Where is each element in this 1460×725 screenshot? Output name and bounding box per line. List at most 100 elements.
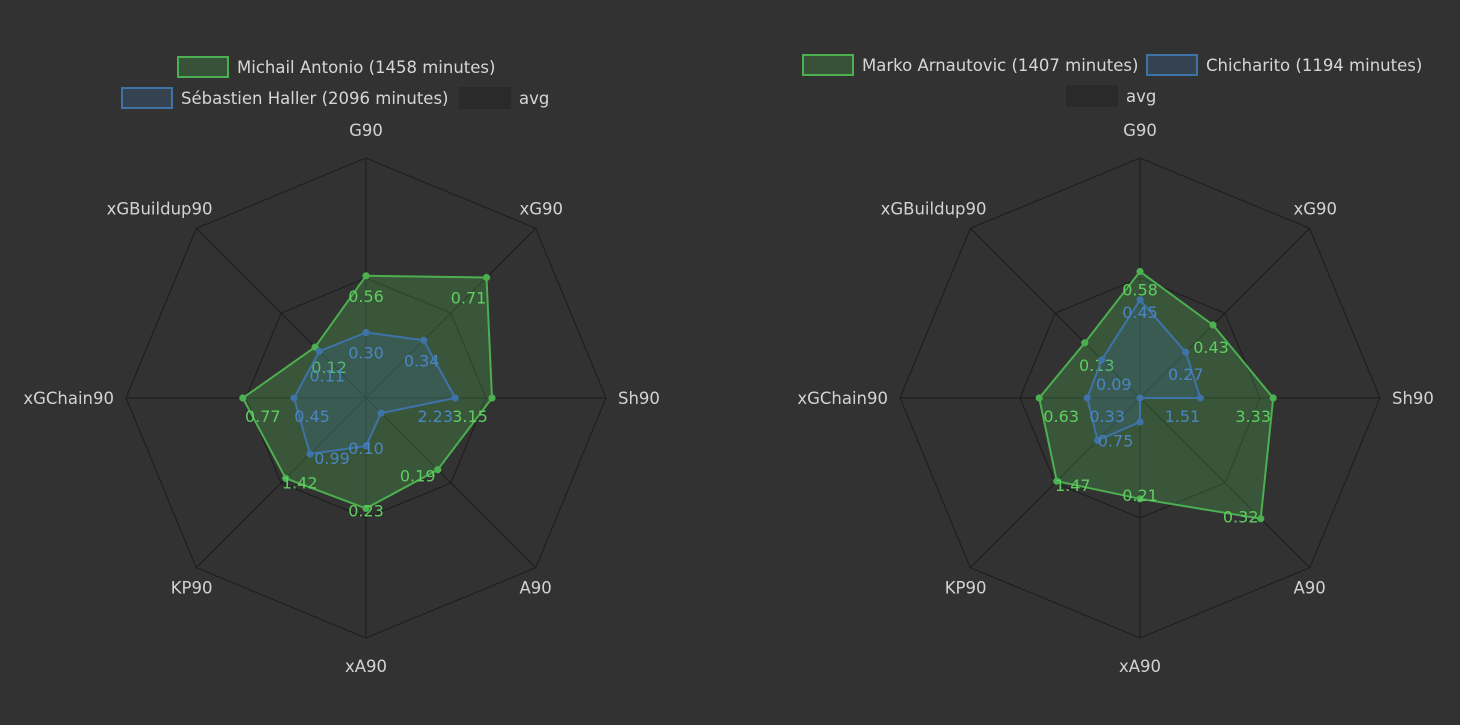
data-point (377, 409, 385, 417)
axis-label-xa90: xA90 (345, 657, 387, 676)
axis-labels: G90 xG90 Sh90 A90 xA90 KP90 xGChain90 xGBuildup… (797, 121, 1434, 676)
data-label: 1.42 (282, 473, 318, 492)
data-label: 0.23 (348, 501, 384, 520)
data-label: 0.09 (1096, 375, 1132, 394)
data-label: 0.63 (1043, 407, 1079, 426)
data-point (451, 394, 459, 402)
legend-swatch (1066, 85, 1118, 107)
legend-item-blue: Chicharito (1194 minutes) (1146, 54, 1422, 76)
data-point (315, 347, 323, 355)
data-point (1269, 394, 1277, 402)
data-label: 2.23 (417, 407, 453, 426)
data-point (1136, 495, 1144, 503)
legend-label: avg (519, 89, 549, 108)
grid-spoke (365, 397, 537, 569)
legend-item-avg: avg (459, 87, 549, 109)
data-label: 0.21 (1122, 486, 1158, 505)
legend-item-green: Michail Antonio (1458 minutes) (177, 56, 495, 78)
legend-swatch (121, 87, 173, 109)
data-point (482, 273, 491, 282)
axis-label-kp90: KP90 (945, 579, 987, 598)
data-label: 0.10 (348, 439, 384, 458)
legend-label: Chicharito (1194 minutes) (1206, 56, 1422, 75)
data-label: 0.43 (1193, 338, 1229, 357)
radar-chart-1: Michail Antonio (1458 minutes) Sébastien … (23, 56, 660, 676)
axis-label-xgbuildup90: xGBuildup90 (881, 200, 987, 219)
data-point (306, 450, 314, 458)
axis-label-g90: G90 (349, 121, 383, 140)
data-label: 3.15 (452, 407, 488, 426)
grid-spoke (969, 227, 1141, 399)
data-label: 0.45 (1122, 303, 1158, 322)
data-point (1053, 477, 1061, 485)
series-blue: 0.45 0.27 1.51 0.75 0.33 0.09 (1083, 296, 1204, 450)
data-point (282, 474, 290, 482)
data-point (1136, 267, 1144, 276)
data-point (1136, 296, 1144, 304)
axis-label-xg90: xG90 (1294, 200, 1338, 219)
radar-chart-2: Marko Arnautovic (1407 minutes) Chicharit… (797, 54, 1434, 676)
data-point (488, 394, 496, 402)
data-point (1083, 394, 1091, 402)
axis-label-sh90: Sh90 (618, 389, 660, 408)
axis-label-g90: G90 (1123, 121, 1157, 140)
data-point (1196, 394, 1204, 402)
data-label: 0.45 (294, 407, 330, 426)
axis-label-xgchain90: xGChain90 (797, 389, 888, 408)
legend-swatch (802, 54, 854, 76)
grid-spoke (195, 227, 367, 399)
data-label: 0.19 (400, 467, 436, 486)
legend-item-avg: avg (1066, 85, 1156, 107)
axis-label-a90: A90 (520, 579, 552, 598)
data-label: 0.32 (1223, 508, 1259, 527)
data-label: 0.33 (1089, 407, 1125, 426)
legend-label: Marko Arnautovic (1407 minutes) (862, 56, 1138, 75)
data-label: 0.13 (1079, 356, 1115, 375)
series-green: 0.56 0.71 3.15 0.19 0.23 1.42 0.77 0.12 (239, 272, 496, 520)
data-point (1094, 436, 1102, 444)
data-point (1081, 339, 1089, 347)
legend-label: Sébastien Haller (2096 minutes) (181, 89, 448, 108)
data-label: 0.58 (1122, 281, 1158, 300)
data-label: 0.56 (348, 287, 384, 306)
data-point (362, 504, 370, 512)
data-point (362, 442, 370, 450)
data-label: 0.75 (1098, 431, 1134, 450)
legend-label: avg (1126, 87, 1156, 106)
data-point (420, 336, 428, 344)
grid-spoke (195, 397, 367, 569)
series-green: 0.58 0.43 3.33 0.32 0.21 1.47 0.63 0.13 (1035, 267, 1277, 527)
legend-swatch (459, 87, 511, 109)
data-point (1136, 394, 1144, 402)
chart-legend: Michail Antonio (1458 minutes) Sébastien … (121, 56, 549, 109)
data-label: 3.33 (1235, 407, 1271, 426)
axis-labels: G90 xG90 Sh90 A90 xA90 KP90 xGChain90 xGBuildup… (23, 121, 660, 676)
legend-swatch (1146, 54, 1198, 76)
axis-label-a90: A90 (1294, 579, 1326, 598)
grid-spoke (1139, 397, 1311, 569)
legend-item-blue: Sébastien Haller (2096 minutes) (121, 87, 448, 109)
data-point (362, 328, 370, 337)
grid-spoke (365, 227, 537, 399)
axis-label-kp90: KP90 (171, 579, 213, 598)
data-point (1035, 394, 1043, 402)
data-point (290, 394, 298, 402)
data-point (1136, 418, 1144, 426)
data-label: 0.11 (309, 366, 345, 385)
radar-grid (125, 157, 607, 639)
chart-legend: Marko Arnautovic (1407 minutes) Chicharit… (802, 54, 1422, 107)
data-point (239, 394, 247, 402)
axis-label-xgchain90: xGChain90 (23, 389, 114, 408)
axis-label-xa90: xA90 (1119, 657, 1161, 676)
data-label: 0.30 (348, 344, 384, 363)
data-label: 0.99 (314, 449, 350, 468)
data-label: 0.12 (311, 358, 347, 377)
data-point (1209, 321, 1217, 329)
data-point (1182, 348, 1190, 356)
series-blue: 0.30 0.34 2.23 0.100.99 0.45 0.11 (290, 328, 459, 468)
grid-spoke (1139, 227, 1311, 399)
legend-label: Michail Antonio (1458 minutes) (237, 58, 495, 77)
data-point (1098, 356, 1106, 364)
data-label: 0.77 (245, 407, 281, 426)
